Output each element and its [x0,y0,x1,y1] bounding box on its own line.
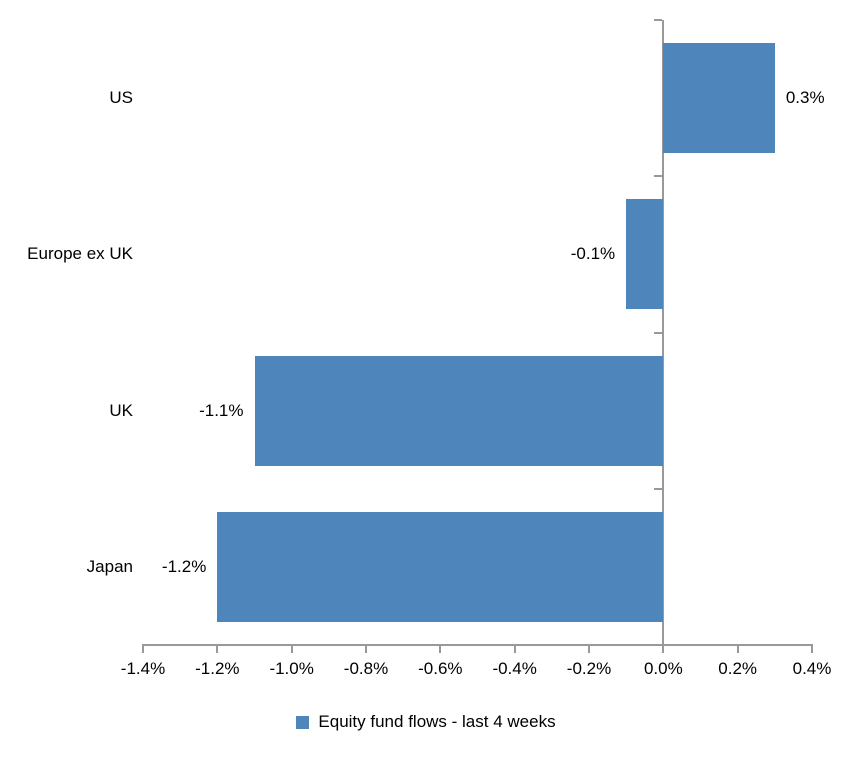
category-axis-tick [654,487,663,490]
x-axis-tick [290,644,293,653]
x-axis-tick [513,644,516,653]
x-axis-tick [364,644,367,653]
x-axis-tick-label: -0.8% [343,659,389,678]
legend-label: Equity fund flows - last 4 weeks [318,712,556,731]
x-axis-tick [662,644,665,653]
x-axis-tick [439,644,442,653]
bar-us[interactable] [663,43,775,153]
category-axis-tick [654,331,663,334]
x-axis-tick [811,644,813,653]
category-axis-tick [654,19,663,21]
value-label-europe-ex-uk: -0.1% [570,244,616,264]
value-label-us: 0.3% [785,88,825,107]
bar-japan[interactable] [217,511,664,622]
category-labels: US Europe ex UK UK Japan [0,20,133,645]
x-axis-tick-label: 0.2% [718,659,758,678]
category-label-japan: Japan [86,556,133,576]
x-axis-tick [587,644,590,653]
category-label-europe-ex-uk: Europe ex UK [27,244,133,264]
x-axis-tick-label: -1.2% [195,659,240,678]
bar-uk[interactable] [254,355,664,466]
value-label-japan: -1.2% [161,556,207,576]
legend[interactable]: Equity fund flows - last 4 weeks [0,712,852,732]
x-axis-tick-label: 0.0% [643,659,683,678]
x-axis-tick-label: -0.4% [492,659,537,678]
x-axis-tick [736,644,739,653]
x-axis-labels: -1.4% -1.2% -1.0% -0.8% -0.6% -0.4% -0.2% 0.0% 0… [121,659,832,681]
bar-europe-ex-uk[interactable] [626,199,664,310]
x-axis-tick-label: -1.0% [269,659,314,678]
x-axis-tick-label: -1.4% [120,659,166,678]
x-axis-tick-label: 0.4% [792,659,832,678]
x-axis-line [142,644,813,653]
x-axis-tick-label: -0.6% [418,659,463,678]
value-label-uk: -1.1% [199,400,244,420]
zero-axis-line [662,20,665,653]
legend-marker-icon [296,715,310,729]
x-axis-tick-label: -0.2% [566,659,612,678]
plot-area: 0.3% -0.1% -1.1% -1.2% [143,19,825,653]
category-label-uk: UK [109,400,133,420]
x-axis-tick [142,644,144,653]
category-axis-tick [654,175,663,178]
x-axis-tick [216,644,219,653]
category-label-us: US [109,88,133,108]
